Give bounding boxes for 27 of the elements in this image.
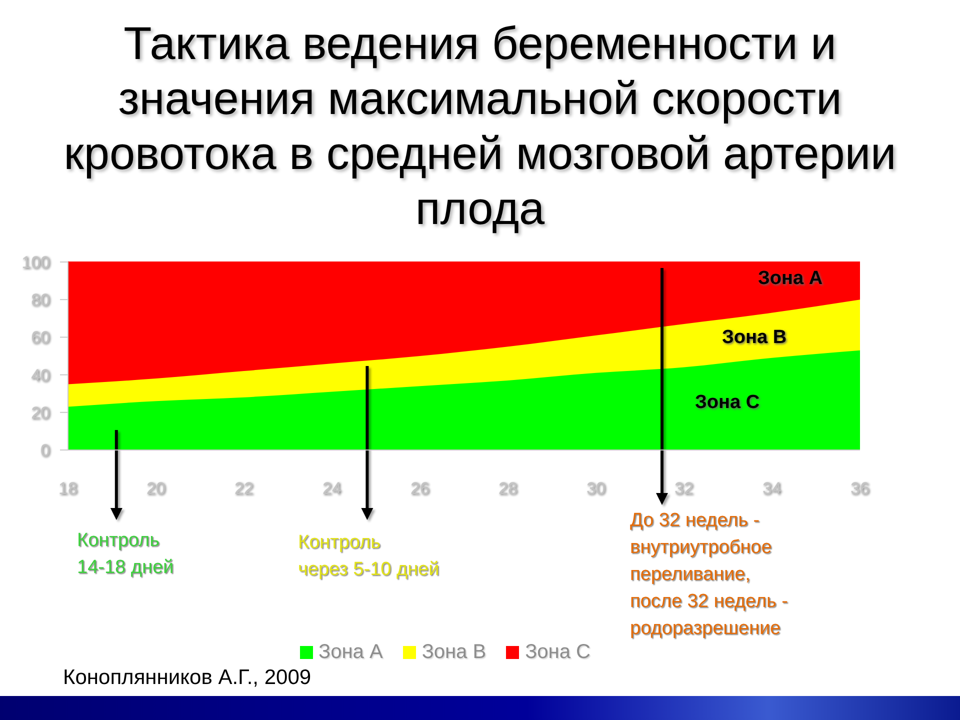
legend-label: Зона А	[318, 641, 383, 664]
x-tick-label: 30	[586, 479, 606, 498]
x-tick-label: 26	[410, 479, 430, 498]
legend-label: Зона С	[525, 641, 590, 664]
annotation: Зона А	[758, 268, 823, 290]
y-tick-label: 80	[31, 290, 50, 310]
x-tick-label: 18	[58, 479, 78, 498]
x-tick-label: 34	[762, 479, 782, 498]
legend-label: Зона В	[422, 641, 486, 664]
ref-line-label: Контроль 14-18 дней	[77, 529, 174, 580]
y-tick-label: 20	[31, 403, 50, 422]
x-tick-label: 32	[674, 479, 694, 498]
annotation: Зона В	[722, 327, 787, 349]
ref-line-label: Контроль через 5-10 дней	[298, 531, 440, 582]
x-tick-label: 24	[322, 479, 342, 498]
x-tick-label: 20	[146, 479, 166, 498]
x-tick-label: 36	[850, 479, 870, 498]
y-tick-label: 60	[31, 328, 50, 348]
y-tick-label: 100	[22, 253, 50, 272]
y-tick-label: 0	[40, 441, 50, 460]
annotation: Зона С	[695, 392, 760, 414]
chart-title: Тактика ведения беременности и значения максимальной скорости кровотока в средней мозговой артерии плода	[62, 16, 898, 236]
x-tick-label: 22	[234, 479, 254, 498]
x-tick-label: 28	[498, 479, 518, 498]
y-tick-label: 40	[31, 366, 50, 385]
ref-line-label: До 32 недель - внутриутробное переливание, после 32 недель - родоразрешение	[630, 509, 788, 641]
text: Коноплянников А.Г., 2009	[63, 666, 312, 690]
